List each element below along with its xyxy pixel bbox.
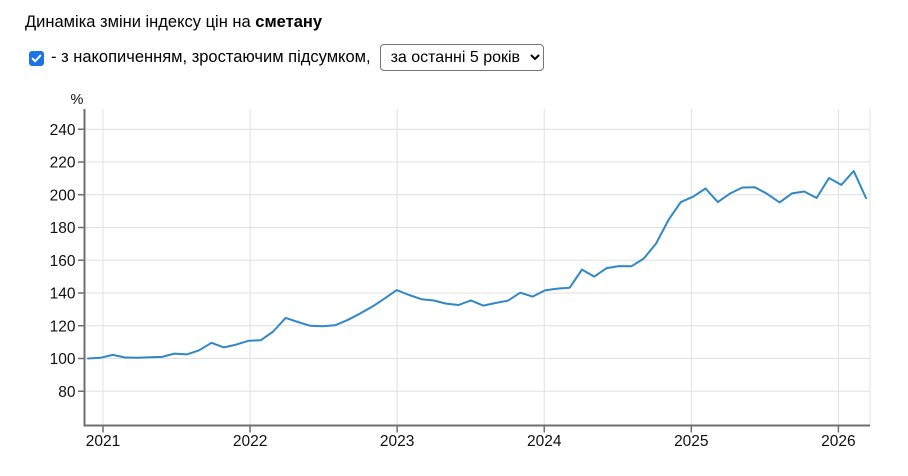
check-icon	[31, 54, 42, 62]
y-tick-label: 160	[50, 253, 76, 270]
title-prefix: Динаміка зміни індексу цін на	[25, 13, 256, 31]
series-line	[87, 170, 867, 360]
y-tick-label: 80	[58, 384, 76, 401]
y-axis-unit-label: %	[71, 92, 84, 108]
y-tick-label: 120	[50, 318, 76, 335]
y-tick-label: 220	[50, 155, 76, 172]
period-select[interactable]: за останні 5 років	[379, 44, 544, 71]
chart-controls: - з накопиченням, зростаючим підсумком, …	[25, 44, 544, 71]
accumulation-checkbox[interactable]	[29, 50, 44, 66]
x-tick-label: 2026	[821, 433, 855, 450]
x-tick-label: 2023	[380, 433, 414, 450]
x-tick-label: 2025	[674, 433, 708, 450]
y-tick-label: 100	[50, 351, 76, 368]
y-tick-label: 140	[50, 286, 76, 303]
accumulation-label: - з накопиченням, зростаючим підсумком,	[51, 48, 371, 66]
page-title: Динаміка зміни індексу цін на сметану	[25, 13, 322, 32]
x-tick-label: 2024	[527, 433, 562, 450]
y-tick-label: 200	[50, 187, 76, 204]
y-tick-label: 240	[50, 122, 76, 139]
x-tick-label: 2021	[86, 433, 120, 450]
y-tick-label: 180	[50, 220, 76, 237]
x-tick-label: 2022	[233, 433, 267, 450]
title-product: сметану	[255, 13, 323, 31]
